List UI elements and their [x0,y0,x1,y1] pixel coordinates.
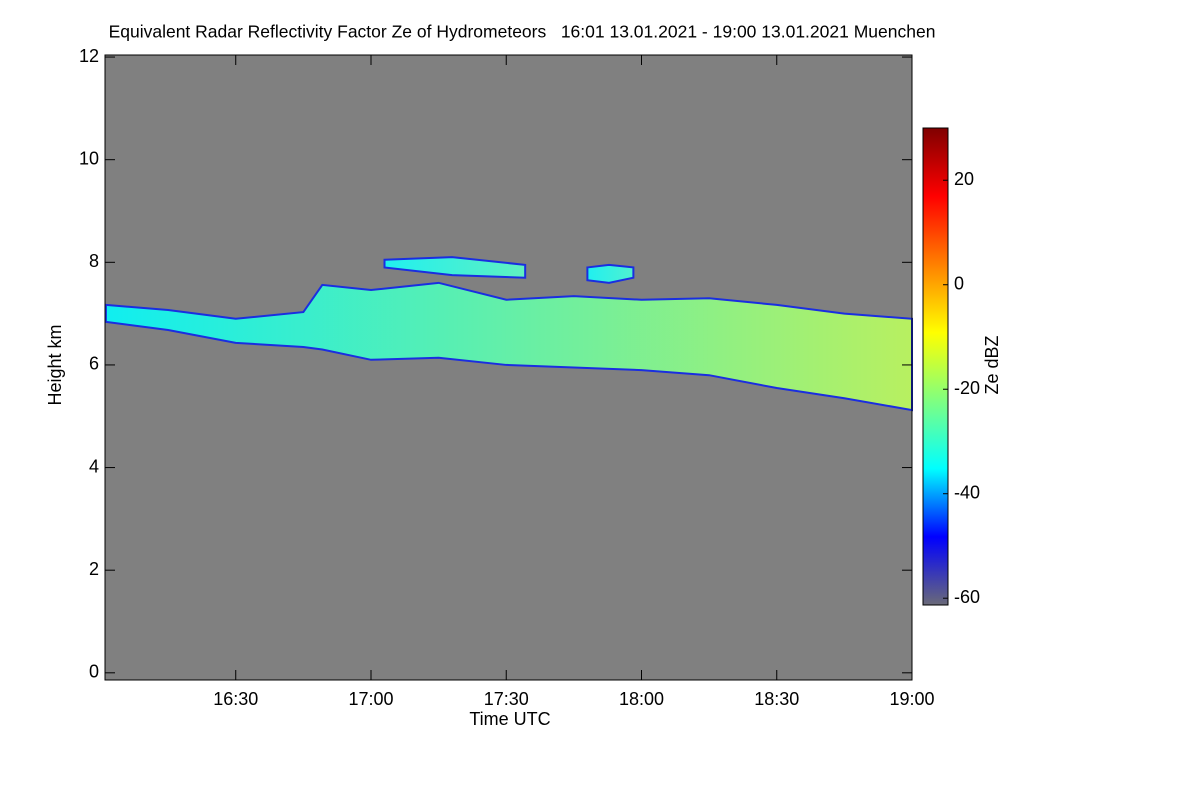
x-tick-label: 17:30 [484,689,529,709]
colorbar-label: Ze dBZ [982,335,1002,394]
echo-band [586,263,635,284]
x-tick-label: 18:30 [754,689,799,709]
chart-title: Equivalent Radar Reflectivity Factor Ze … [109,22,936,42]
colorbar-tick-label: -20 [954,378,980,398]
colorbar-tick-label: -60 [954,587,980,607]
echo-band [383,256,527,279]
y-tick-label: 6 [89,354,99,374]
x-axis-label: Time UTC [469,709,550,729]
x-tick-label: 19:00 [889,689,934,709]
x-tick-label: 18:00 [619,689,664,709]
y-axis-label: Height km [45,324,65,405]
plot-frame [104,54,913,681]
x-tick-label: 16:30 [213,689,258,709]
y-tick-label: 0 [89,662,99,682]
x-tick-label: 17:00 [348,689,393,709]
y-tick-label: 4 [89,456,99,476]
colorbar-tick-label: 20 [954,169,974,189]
colorbar-tick-label: 0 [954,273,964,293]
y-tick-label: 2 [89,559,99,579]
y-tick-label: 12 [79,46,99,66]
colorbar-tick-label: -40 [954,482,980,502]
colorbar [922,127,949,606]
y-tick-label: 8 [89,251,99,271]
y-tick-label: 10 [79,148,99,168]
